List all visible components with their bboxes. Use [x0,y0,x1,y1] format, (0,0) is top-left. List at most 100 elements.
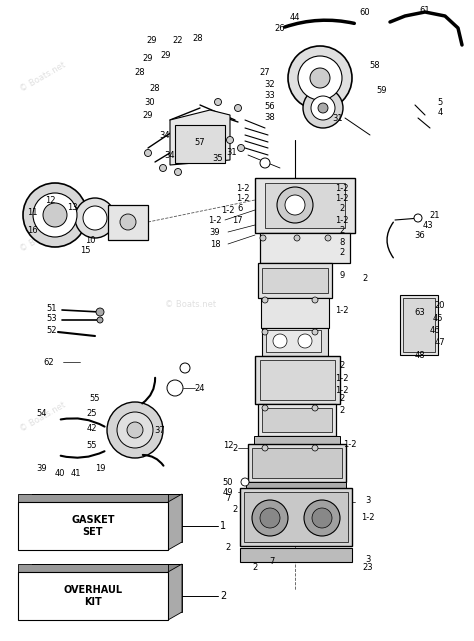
Text: 54: 54 [37,408,47,417]
Text: 51: 51 [47,303,57,313]
Text: 1-2: 1-2 [361,513,375,522]
Text: OVERHAUL
KIT: OVERHAUL KIT [64,585,123,607]
Circle shape [273,334,287,348]
Circle shape [43,203,67,227]
Text: 3: 3 [365,495,371,504]
Text: 2: 2 [339,406,345,415]
Text: 1-2: 1-2 [236,183,250,192]
Bar [240,548,352,562]
Text: 35: 35 [213,153,223,163]
Circle shape [294,235,300,241]
Bar [175,125,225,163]
Text: 1-2: 1-2 [335,215,349,224]
Circle shape [260,508,280,528]
Text: 7: 7 [269,558,275,567]
Bar [18,502,168,550]
Text: 56: 56 [264,101,275,110]
Circle shape [262,445,268,451]
Text: 1-2: 1-2 [335,306,349,315]
Text: 33: 33 [264,90,275,99]
Bar [260,360,335,400]
Text: 31: 31 [333,113,343,122]
Bar [260,233,350,263]
Text: 32: 32 [264,79,275,88]
Bar [246,482,346,488]
Circle shape [215,99,221,106]
Circle shape [298,56,342,100]
Bar [240,488,352,546]
Text: 48: 48 [415,351,425,360]
Text: 52: 52 [47,326,57,335]
Text: 22: 22 [173,35,183,44]
Text: 59: 59 [377,85,387,94]
Text: 6: 6 [237,203,243,213]
Bar [252,448,342,478]
Text: 2: 2 [252,563,258,572]
Text: 47: 47 [435,338,445,347]
Text: 28: 28 [193,33,203,42]
Text: 55: 55 [87,440,97,449]
Text: 17: 17 [232,215,242,224]
Circle shape [303,88,343,128]
Text: 44: 44 [290,13,300,22]
Circle shape [75,198,115,238]
Polygon shape [32,494,182,542]
Text: 61: 61 [419,6,430,15]
Text: 13: 13 [67,203,77,212]
Text: 25: 25 [87,408,97,417]
Text: 1-2: 1-2 [335,385,349,394]
Bar [18,572,168,620]
Polygon shape [170,110,230,165]
Text: 2: 2 [339,247,345,256]
Bar [108,205,148,240]
Text: 39: 39 [36,463,47,472]
Text: 46: 46 [430,326,440,335]
Bar [248,444,346,482]
Circle shape [174,169,182,176]
Text: 10: 10 [85,235,95,244]
Text: 5: 5 [438,97,443,106]
Bar [262,328,328,356]
Text: 2: 2 [220,591,226,601]
Circle shape [262,297,268,303]
Bar [403,298,435,352]
Text: 2: 2 [232,506,237,515]
Bar [266,330,321,352]
Text: © Boats.net: © Boats.net [18,220,67,253]
Circle shape [312,329,318,335]
Text: 1-2: 1-2 [335,194,349,203]
Circle shape [180,363,190,373]
Text: 18: 18 [210,240,220,249]
Text: 20: 20 [435,301,445,310]
Bar [255,356,340,404]
Text: 2: 2 [339,226,345,235]
Text: 55: 55 [90,394,100,403]
Text: 11: 11 [27,208,37,217]
Text: 2: 2 [339,394,345,403]
Text: 36: 36 [415,231,425,240]
Circle shape [227,137,234,144]
Text: 12: 12 [223,440,233,449]
Polygon shape [32,564,182,612]
Text: 43: 43 [423,221,433,229]
Bar [262,268,328,293]
Bar [258,404,336,436]
Text: 1-2: 1-2 [335,374,349,383]
Text: 27: 27 [260,67,270,76]
Text: 29: 29 [161,51,171,60]
Circle shape [159,165,166,172]
Text: 28: 28 [150,83,160,92]
Circle shape [325,235,331,241]
Circle shape [97,317,103,323]
Text: 1-2: 1-2 [335,183,349,192]
Text: 42: 42 [87,424,97,433]
Circle shape [23,183,87,247]
Text: 39: 39 [210,228,220,237]
Text: 30: 30 [145,97,155,106]
Bar [255,178,355,233]
Circle shape [262,329,268,335]
Bar [254,436,340,444]
Text: 4: 4 [438,108,443,117]
Text: 1-2: 1-2 [208,215,222,224]
Circle shape [260,235,266,241]
